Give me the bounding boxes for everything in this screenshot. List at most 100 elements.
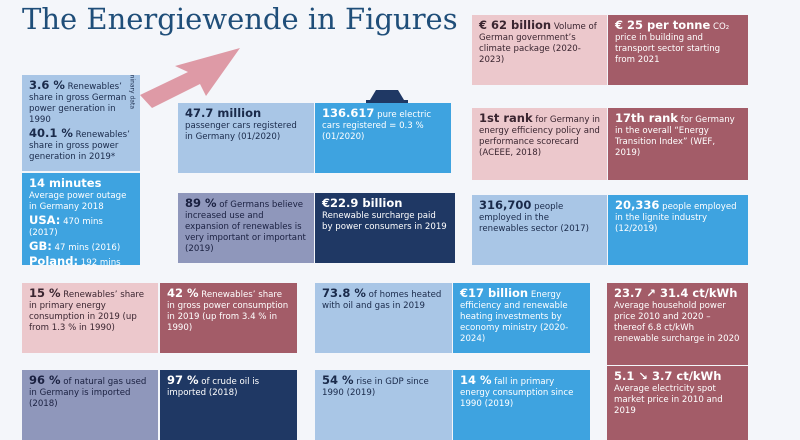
fact-text: Renewables’ share in gross power consump… bbox=[167, 290, 289, 333]
fact-highlight: 14 % bbox=[460, 373, 492, 387]
fact-box: € 25 per tonne CO₂ price in building and… bbox=[608, 15, 748, 85]
fact-box: 54 % rise in GDP since 1990 (2019) bbox=[315, 370, 452, 440]
footnote: *preliminary data bbox=[129, 75, 136, 109]
fact: 14 minutes Average power outage in Germa… bbox=[29, 176, 133, 213]
fact-highlight: 47.7 million bbox=[185, 106, 262, 120]
fact-highlight: 5.1 ↘ 3.7 ct/kWh bbox=[614, 369, 722, 383]
fact-highlight: 20,336 bbox=[615, 198, 660, 212]
fact-box: 316,700 people employed in the renewable… bbox=[472, 195, 607, 265]
fact-highlight: €17 billion bbox=[460, 286, 529, 300]
fact: 5.1 ↘ 3.7 ct/kWh Average electricity spo… bbox=[614, 369, 741, 417]
fact-highlight: 97 % bbox=[167, 373, 199, 387]
fact: 14 % fall in primary energy consumption … bbox=[460, 373, 583, 410]
fact-box: €17 billion Energy efficiency and renewa… bbox=[453, 283, 590, 353]
fact-box: 89 % of Germans believe increased use an… bbox=[178, 193, 314, 263]
fact-text: people employed in the renewables sector… bbox=[479, 202, 589, 234]
fact-highlight: 96 % bbox=[29, 373, 61, 387]
fact-box: 3.6 % Renewables’ share in gross German … bbox=[22, 75, 140, 171]
fact: 40.1 % Renewables’ share in gross power … bbox=[29, 126, 133, 163]
fact: 15 % Renewables’ share in primary energy… bbox=[29, 286, 151, 334]
fact-box: 1st rank for Germany in energy efficienc… bbox=[472, 108, 607, 180]
fact-text: fall in primary energy consumption since… bbox=[460, 377, 574, 409]
fact-highlight: 42 % bbox=[167, 286, 199, 300]
fact-text: people employed in the lignite industry … bbox=[615, 202, 737, 234]
fact: €17 billion Energy efficiency and renewa… bbox=[460, 286, 583, 345]
fact: 54 % rise in GDP since 1990 (2019) bbox=[322, 373, 445, 399]
fact-highlight: 136.617 bbox=[322, 106, 375, 120]
fact: € 62 billion Volume of German government… bbox=[479, 18, 600, 66]
fact-box: € 62 billion Volume of German government… bbox=[472, 15, 607, 85]
fact-highlight: 14 minutes bbox=[29, 176, 102, 190]
fact-highlight: 54 % bbox=[322, 373, 354, 387]
fact-box: 96 % of natural gas used in Germany is i… bbox=[22, 370, 158, 440]
fact-text: Average power outage in Germany 2018 bbox=[29, 191, 127, 212]
fact-text: of Germans believe increased use and exp… bbox=[185, 200, 306, 254]
fact-highlight: 3.6 % bbox=[29, 78, 65, 92]
fact-text: 470 mins (2017) bbox=[29, 217, 103, 238]
fact: 97 % of crude oil is imported (2018) bbox=[167, 373, 290, 399]
title: The Energiewende in Figures bbox=[22, 2, 458, 36]
fact: 89 % of Germans believe increased use an… bbox=[185, 196, 307, 255]
fact: 1st rank for Germany in energy efficienc… bbox=[479, 111, 600, 159]
fact: 17th rank for Germany in the overall “En… bbox=[615, 111, 741, 159]
fact-text: for Germany in energy efficiency policy … bbox=[479, 115, 600, 158]
fact-highlight: € 25 per tonne bbox=[615, 18, 711, 32]
fact: 23.7 ↗ 31.4 ct/kWh Average household pow… bbox=[614, 286, 741, 345]
fact-highlight: 15 % bbox=[29, 286, 61, 300]
fact-highlight: 17th rank bbox=[615, 111, 678, 125]
fact-text: Average electricity spot market price in… bbox=[614, 384, 723, 416]
fact-box: €22.9 billion Renewable surcharge paid b… bbox=[315, 193, 455, 263]
fact-text: Volume of German government’s climate pa… bbox=[479, 22, 597, 65]
fact-box: 42 % Renewables’ share in gross power co… bbox=[160, 283, 297, 353]
fact: USA: 470 mins (2017) bbox=[29, 214, 133, 239]
fact: 3.6 % Renewables’ share in gross German … bbox=[29, 78, 133, 126]
fact-box: 136.617 pure electric cars registered = … bbox=[315, 103, 451, 173]
fact-highlight: 40.1 % bbox=[29, 126, 73, 140]
fact-highlight: 1st rank bbox=[479, 111, 533, 125]
fact-text: Renewables’ share in primary energy cons… bbox=[29, 290, 145, 333]
fact: Poland: 192 mins (2016) bbox=[29, 254, 133, 265]
fact-box: 47.7 million passenger cars registered i… bbox=[178, 103, 314, 173]
fact-box: 20,336 people employed in the lignite in… bbox=[608, 195, 748, 265]
fact-highlight: 23.7 ↗ 31.4 ct/kWh bbox=[614, 286, 738, 300]
fact-box: 14 % fall in primary energy consumption … bbox=[453, 370, 590, 440]
fact-text: Average household power price 2010 and 2… bbox=[614, 301, 740, 344]
car-icon bbox=[366, 90, 408, 106]
fact: 73.8 % of homes heated with oil and gas … bbox=[322, 286, 445, 312]
arrow-icon bbox=[140, 48, 240, 108]
fact: GB: 47 mins (2016) bbox=[29, 240, 133, 254]
fact: 96 % of natural gas used in Germany is i… bbox=[29, 373, 151, 410]
fact-text: of homes heated with oil and gas in 2019 bbox=[322, 290, 442, 311]
fact-text: CO₂ price in building and transport sect… bbox=[615, 22, 730, 65]
fact-box: 5.1 ↘ 3.7 ct/kWh Average electricity spo… bbox=[607, 366, 748, 440]
fact-box: 15 % Renewables’ share in primary energy… bbox=[22, 283, 158, 353]
fact-text: 47 mins (2016) bbox=[54, 243, 121, 253]
fact: € 25 per tonne CO₂ price in building and… bbox=[615, 18, 741, 66]
fact-text: rise in GDP since 1990 (2019) bbox=[322, 377, 429, 398]
fact-highlight: € 62 billion bbox=[479, 18, 552, 32]
fact-text: of crude oil is imported (2018) bbox=[167, 377, 260, 398]
fact-text: 192 mins (2016) bbox=[80, 258, 121, 265]
fact-text: Renewables’ share in gross power generat… bbox=[29, 130, 130, 162]
fact-text: for Germany in the overall “Energy Trans… bbox=[615, 115, 735, 158]
fact-highlight: 89 % bbox=[185, 196, 217, 210]
fact-text: Energy efficiency and renewable heating … bbox=[460, 290, 569, 344]
fact-box: 97 % of crude oil is imported (2018) bbox=[160, 370, 297, 440]
fact-highlight: 316,700 bbox=[479, 198, 532, 212]
fact-text: Renewables’ share in gross German power … bbox=[29, 82, 127, 125]
fact-box: 14 minutes Average power outage in Germa… bbox=[22, 173, 140, 265]
fact-text: pure electric cars registered = 0.3 % (0… bbox=[322, 110, 432, 142]
fact: 20,336 people employed in the lignite in… bbox=[615, 198, 741, 235]
fact: 136.617 pure electric cars registered = … bbox=[322, 106, 444, 143]
fact-highlight: Poland: bbox=[29, 254, 79, 265]
fact: 316,700 people employed in the renewable… bbox=[479, 198, 600, 235]
fact: €22.9 billion Renewable surcharge paid b… bbox=[322, 197, 448, 233]
fact-box: 73.8 % of homes heated with oil and gas … bbox=[315, 283, 452, 353]
fact: 47.7 million passenger cars registered i… bbox=[185, 106, 307, 143]
fact-text: of natural gas used in Germany is import… bbox=[29, 377, 147, 409]
fact-box: 17th rank for Germany in the overall “En… bbox=[608, 108, 748, 180]
fact-highlight: 73.8 % bbox=[322, 286, 366, 300]
fact: 42 % Renewables’ share in gross power co… bbox=[167, 286, 290, 334]
fact-text: Renewable surcharge paid by power consum… bbox=[322, 211, 447, 232]
